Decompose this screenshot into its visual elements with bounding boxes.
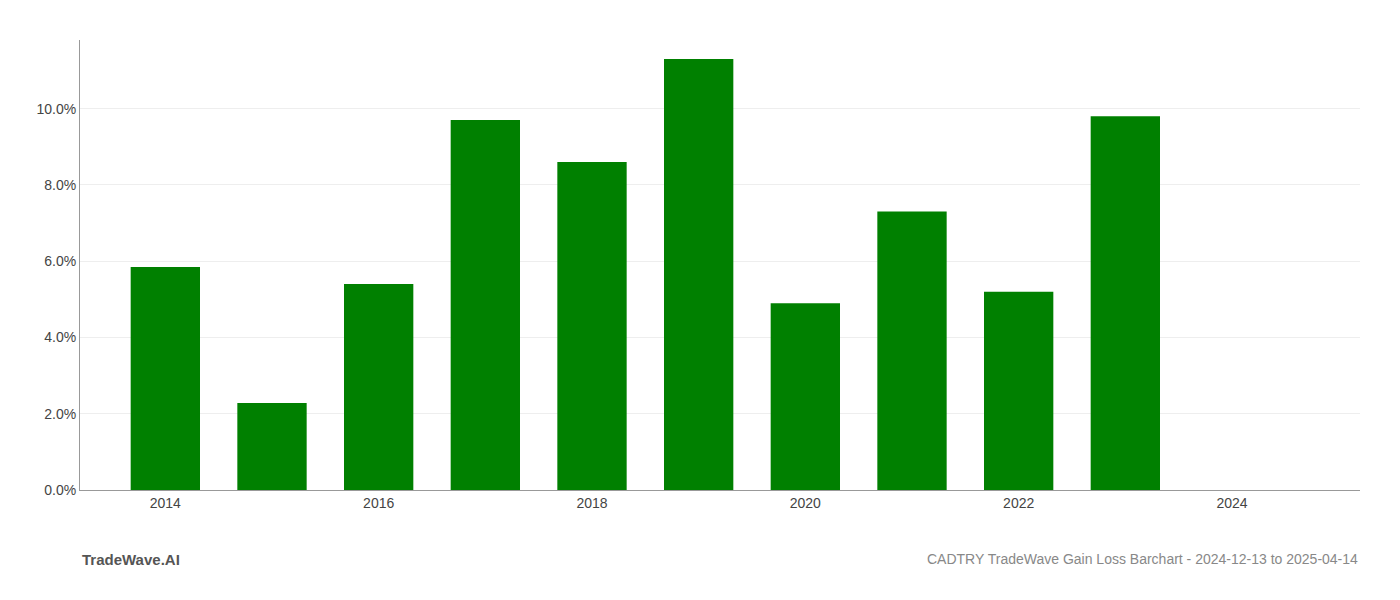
svg-text:4.0%: 4.0% xyxy=(44,329,76,345)
svg-text:8.0%: 8.0% xyxy=(44,177,76,193)
svg-text:2020: 2020 xyxy=(790,495,821,511)
svg-text:2018: 2018 xyxy=(576,495,607,511)
svg-text:2016: 2016 xyxy=(363,495,394,511)
svg-text:2014: 2014 xyxy=(150,495,181,511)
svg-text:6.0%: 6.0% xyxy=(44,253,76,269)
svg-text:TradeWave.AI: TradeWave.AI xyxy=(82,551,180,568)
svg-text:2.0%: 2.0% xyxy=(44,406,76,422)
svg-text:CADTRY TradeWave Gain Loss Bar: CADTRY TradeWave Gain Loss Barchart - 20… xyxy=(927,551,1358,567)
svg-text:0.0%: 0.0% xyxy=(44,482,76,498)
svg-text:10.0%: 10.0% xyxy=(36,101,76,117)
svg-text:2022: 2022 xyxy=(1003,495,1034,511)
svg-text:2024: 2024 xyxy=(1216,495,1247,511)
